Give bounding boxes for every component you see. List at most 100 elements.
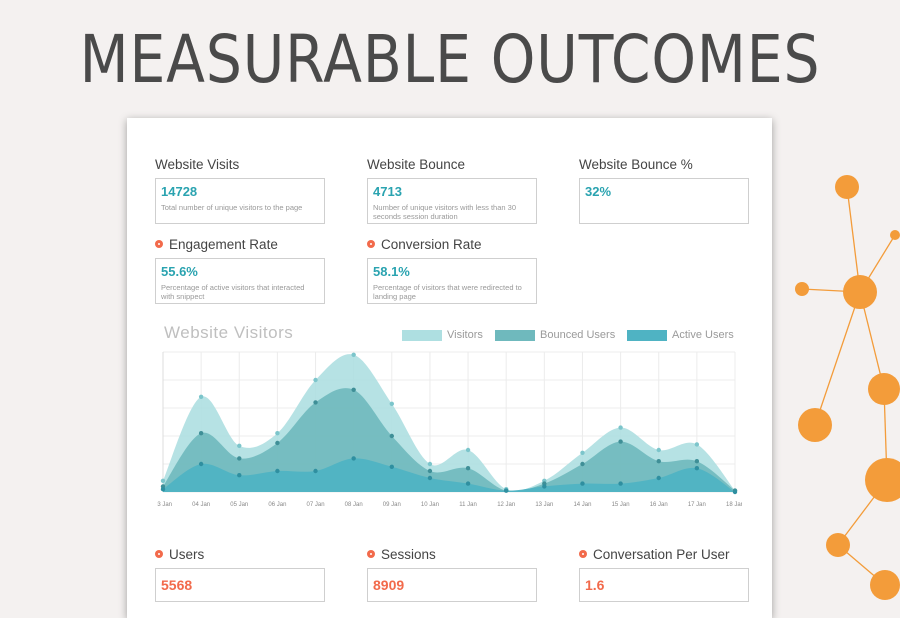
legend-item-active-users: Active Users (627, 329, 734, 341)
data-point (656, 447, 661, 453)
data-point (198, 431, 204, 436)
x-tick-label: 04 Jan (192, 502, 210, 508)
data-point (198, 394, 204, 399)
info-pin-icon[interactable] (367, 550, 375, 558)
metric-box: 55.6% Percentage of active visitors that… (155, 258, 325, 304)
data-point (618, 481, 623, 486)
data-point (656, 459, 661, 464)
legend-label: Visitors (447, 329, 483, 341)
info-pin-icon[interactable] (367, 240, 375, 248)
metric-label-text: Conversation Per User (593, 547, 730, 562)
metric-label-text: Conversion Rate (381, 237, 482, 252)
decorative-network-graphic (795, 175, 900, 600)
data-point (465, 447, 471, 453)
data-point (389, 401, 394, 406)
metric-label: Conversation Per User (579, 546, 749, 564)
metric-description: Percentage of visitors that were redirec… (373, 283, 522, 301)
x-tick-label: 10 Jan (421, 502, 439, 508)
legend-swatch (402, 329, 442, 341)
data-point (465, 481, 471, 486)
metric-website-bounce-percent: Website Bounce % 32% (579, 156, 749, 224)
metric-value: 58.1% (373, 264, 410, 279)
metric-value: 55.6% (161, 264, 198, 279)
metric-box: 32% (579, 178, 749, 224)
data-point (275, 440, 280, 446)
metric-box: 1.6 (579, 568, 749, 602)
metric-label: Engagement Rate (155, 236, 325, 254)
metric-conversation-per-user: Conversation Per User 1.6 (579, 546, 749, 602)
metric-label: Sessions (367, 546, 537, 564)
metric-box: 58.1% Percentage of visitors that were r… (367, 258, 537, 304)
x-tick-label: 15 Jan (612, 502, 630, 508)
data-point (427, 461, 433, 467)
legend-swatch (495, 329, 535, 341)
x-tick-label: 12 Jan (497, 502, 515, 508)
chart-title: Website Visitors (164, 323, 294, 342)
data-point (618, 439, 623, 444)
x-tick-label: 05 Jan (230, 502, 248, 508)
data-point (732, 489, 738, 495)
legend-swatch (627, 329, 667, 341)
metric-box: 5568 (155, 568, 325, 602)
data-point (618, 425, 623, 430)
metric-website-bounce: Website Bounce 4713 Number of unique vis… (367, 156, 537, 224)
data-point (694, 442, 700, 447)
x-tick-label: 17 Jan (688, 502, 706, 508)
metric-description: Percentage of active visitors that inter… (161, 283, 305, 301)
info-pin-icon[interactable] (155, 240, 163, 248)
info-pin-icon[interactable] (579, 550, 587, 558)
metric-conversion-rate: Conversion Rate 58.1% Percentage of visi… (367, 236, 537, 304)
legend-item-bounced-users: Bounced Users (495, 329, 615, 341)
metric-label: Users (155, 546, 325, 564)
data-point (313, 377, 318, 383)
legend-label: Bounced Users (540, 329, 616, 341)
x-tick-label: 13 Jan (535, 502, 553, 508)
x-tick-label: 07 Jan (307, 502, 325, 508)
data-point (160, 478, 166, 483)
data-point (427, 475, 433, 481)
x-tick-label: 06 Jan (268, 502, 286, 508)
data-point (580, 450, 585, 455)
metric-value: 4713 (373, 184, 402, 199)
metric-value: 1.6 (585, 577, 605, 593)
data-point (542, 484, 547, 489)
metric-label: Website Bounce (367, 157, 466, 172)
data-point (313, 400, 318, 405)
headline: MEASURABLE OUTCOMES (79, 21, 821, 98)
metric-sessions: Sessions 8909 (367, 546, 537, 602)
metric-value: 14728 (161, 184, 198, 199)
metric-label: Website Visits (155, 157, 240, 172)
data-point (694, 466, 700, 471)
metric-value: 32% (585, 184, 612, 199)
data-point (237, 473, 242, 478)
x-tick-label: 09 Jan (383, 502, 401, 508)
x-tick-label: 16 Jan (650, 502, 668, 508)
x-tick-label: 03 Jan (157, 502, 172, 508)
metric-label-text: Sessions (381, 547, 436, 562)
x-tick-label: 11 Jan (459, 502, 477, 508)
metric-box: 4713 Number of unique visitors with less… (367, 178, 537, 224)
data-point (580, 461, 585, 467)
data-point (351, 352, 356, 357)
data-point (237, 456, 242, 461)
x-tick-label: 18 Jan (726, 502, 742, 508)
data-point (580, 481, 585, 486)
data-point (351, 387, 356, 392)
legend-item-visitors: Visitors (402, 329, 483, 341)
metric-label-text: Users (169, 547, 205, 562)
data-point (237, 443, 242, 448)
data-point (275, 431, 280, 436)
metric-website-visits: Website Visits 14728 Total number of uni… (155, 156, 325, 224)
metric-description: Total number of unique visitors to the p… (161, 203, 303, 212)
data-point (694, 459, 700, 464)
metric-label-text: Engagement Rate (169, 237, 278, 252)
data-point (656, 475, 661, 481)
info-pin-icon[interactable] (155, 550, 163, 558)
metric-users: Users 5568 (155, 546, 325, 602)
data-point (275, 468, 280, 474)
metric-value: 5568 (161, 577, 193, 593)
metric-label: Website Bounce % (579, 157, 693, 172)
data-point (504, 488, 509, 493)
metric-label: Conversion Rate (367, 236, 537, 254)
data-point (427, 468, 433, 474)
